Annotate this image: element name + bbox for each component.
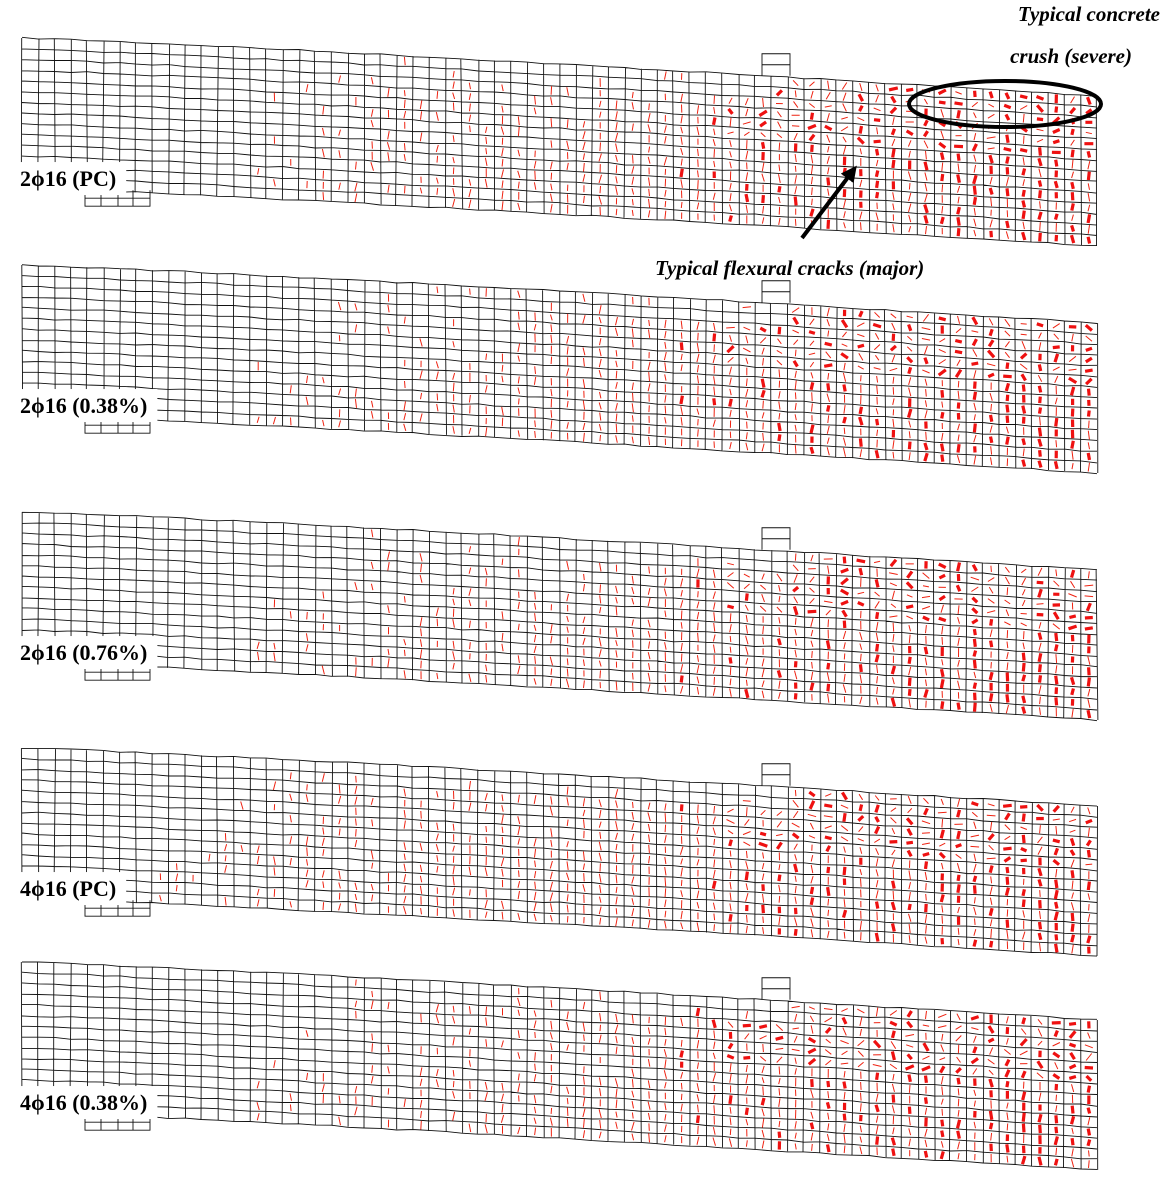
panel-label: 4ϕ16 (PC)	[20, 876, 116, 901]
mesh	[22, 512, 1098, 721]
beam-panel: 2ϕ16 (0.76%)	[0, 512, 1098, 721]
meshes: 2ϕ16 (PC) 2ϕ16 (0.38%) 2ϕ16 (0.76%) 4ϕ16 (P…	[0, 37, 1098, 1170]
annotation: crush (severe)	[1010, 44, 1132, 68]
beam-panel: 4ϕ16 (PC)	[0, 748, 1098, 956]
beam-panel: 2ϕ16 (PC)	[0, 37, 1097, 246]
mesh	[22, 265, 1098, 474]
beam-panel: 4ϕ16 (0.38%)	[0, 962, 1098, 1170]
mesh	[21, 962, 1097, 1170]
cracks-minor	[257, 980, 1093, 1168]
mesh	[21, 37, 1097, 246]
annotation: Typical flexural cracks (major)	[655, 256, 924, 280]
panel-label: 2ϕ16 (0.76%)	[20, 640, 147, 665]
panel-label: 2ϕ16 (PC)	[20, 166, 116, 191]
cracks-minor	[257, 530, 1093, 718]
annotation: Typical concrete	[1018, 2, 1160, 26]
figure: 2ϕ16 (PC) 2ϕ16 (0.38%) 2ϕ16 (0.76%) 4ϕ16 (P…	[0, 0, 1167, 1177]
panel-label: 2ϕ16 (0.38%)	[20, 393, 147, 418]
beam-panel: 2ϕ16 (0.38%)	[0, 265, 1098, 474]
panel-label: 4ϕ16 (0.38%)	[20, 1090, 147, 1115]
mesh	[21, 748, 1097, 956]
